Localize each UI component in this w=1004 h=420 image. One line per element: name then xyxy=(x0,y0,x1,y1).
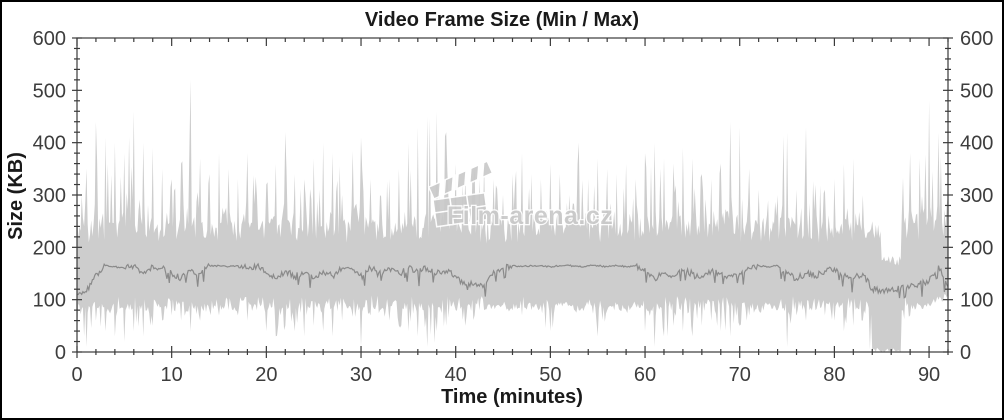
y-tick-label-right: 600 xyxy=(960,28,993,50)
x-tick-label: 40 xyxy=(445,364,467,386)
x-axis-label: Time (minutes) xyxy=(441,386,583,408)
x-tick-label: 0 xyxy=(71,364,82,386)
y-tick-label-left: 100 xyxy=(33,290,66,312)
x-tick-label: 10 xyxy=(161,364,183,386)
y-tick-label-right: 400 xyxy=(960,133,993,155)
x-tick-label: 70 xyxy=(729,364,751,386)
y-tick-label-left: 0 xyxy=(55,342,66,364)
clapperboard-icon xyxy=(427,160,494,228)
x-tick-label: 90 xyxy=(918,364,940,386)
x-tick-label: 80 xyxy=(823,364,845,386)
y-tick-label-right: 300 xyxy=(960,185,993,207)
x-tick-label: 30 xyxy=(350,364,372,386)
x-tick-label: 20 xyxy=(255,364,277,386)
y-axis-label: Size (KB) xyxy=(5,152,27,240)
chart-title: Video Frame Size (Min / Max) xyxy=(365,9,639,31)
y-tick-label-right: 500 xyxy=(960,80,993,102)
watermark: Film-arena.cz xyxy=(427,160,614,231)
y-tick-label-left: 500 xyxy=(33,80,66,102)
series-layer xyxy=(76,79,949,353)
watermark-text: Film-arena.cz xyxy=(447,202,613,230)
x-tick-label: 50 xyxy=(539,364,561,386)
y-tick-label-left: 400 xyxy=(33,133,66,155)
avg-line xyxy=(76,262,949,299)
x-tick-label: 60 xyxy=(634,364,656,386)
y-tick-label-right: 0 xyxy=(960,342,971,364)
y-tick-label-right: 100 xyxy=(960,290,993,312)
y-tick-label-right: 200 xyxy=(960,237,993,259)
y-tick-label-left: 300 xyxy=(33,185,66,207)
y-tick-label-left: 200 xyxy=(33,237,66,259)
minmax-band xyxy=(77,79,948,353)
plot-frame xyxy=(76,37,949,353)
y-tick-label-left: 600 xyxy=(33,28,66,50)
